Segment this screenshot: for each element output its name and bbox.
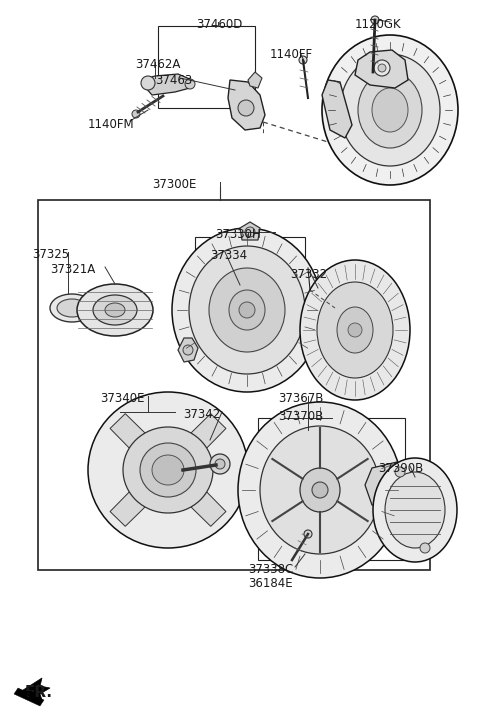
Ellipse shape: [260, 426, 380, 554]
Text: 1120GK: 1120GK: [355, 18, 402, 31]
Text: 37462A: 37462A: [135, 58, 180, 71]
Ellipse shape: [209, 268, 285, 352]
Text: 37332: 37332: [290, 268, 327, 281]
Polygon shape: [240, 222, 260, 240]
Polygon shape: [110, 492, 145, 526]
Circle shape: [374, 60, 390, 76]
Ellipse shape: [77, 284, 153, 336]
Bar: [258, 418, 405, 560]
Ellipse shape: [337, 307, 373, 353]
Circle shape: [378, 64, 386, 72]
Circle shape: [141, 76, 155, 90]
Polygon shape: [248, 72, 262, 88]
Text: 37334: 37334: [210, 249, 247, 262]
Circle shape: [215, 459, 225, 469]
Circle shape: [245, 227, 255, 237]
Text: 37321A: 37321A: [50, 263, 95, 276]
Circle shape: [383, 481, 391, 489]
Bar: [38, 200, 430, 570]
Text: 37338C: 37338C: [248, 563, 293, 576]
Text: 37460D: 37460D: [196, 18, 242, 31]
Ellipse shape: [93, 295, 137, 325]
Circle shape: [132, 110, 140, 118]
Polygon shape: [228, 80, 265, 130]
Ellipse shape: [372, 88, 408, 132]
Ellipse shape: [172, 228, 322, 392]
Ellipse shape: [123, 427, 213, 513]
Circle shape: [312, 482, 328, 498]
Circle shape: [238, 100, 254, 116]
Text: 36184E: 36184E: [248, 577, 293, 590]
Text: 37342: 37342: [183, 408, 220, 421]
Ellipse shape: [358, 72, 422, 148]
Text: 1140FM: 1140FM: [88, 118, 134, 131]
Ellipse shape: [373, 458, 457, 562]
Circle shape: [185, 79, 195, 89]
Polygon shape: [20, 678, 50, 700]
Polygon shape: [191, 414, 226, 448]
Ellipse shape: [140, 443, 196, 497]
Polygon shape: [365, 462, 407, 510]
Circle shape: [210, 454, 230, 474]
Circle shape: [239, 302, 255, 318]
Circle shape: [379, 477, 395, 493]
Bar: [195, 237, 305, 310]
Ellipse shape: [105, 303, 125, 317]
Ellipse shape: [50, 294, 94, 322]
Ellipse shape: [385, 472, 445, 548]
Polygon shape: [14, 688, 44, 706]
Text: 1140FF: 1140FF: [270, 48, 313, 61]
Polygon shape: [110, 414, 145, 448]
Polygon shape: [178, 338, 198, 362]
Text: 37370B: 37370B: [278, 410, 323, 423]
Text: 37463: 37463: [155, 74, 192, 87]
Text: FR.: FR.: [25, 685, 53, 700]
Ellipse shape: [229, 290, 265, 330]
Polygon shape: [145, 74, 192, 95]
Ellipse shape: [300, 468, 340, 512]
Circle shape: [183, 345, 193, 355]
Text: 37340E: 37340E: [100, 392, 144, 405]
Circle shape: [420, 543, 430, 553]
Ellipse shape: [57, 299, 87, 317]
Ellipse shape: [300, 260, 410, 400]
Circle shape: [299, 56, 307, 64]
Ellipse shape: [340, 54, 440, 166]
Text: 37325: 37325: [32, 248, 69, 261]
Circle shape: [348, 323, 362, 337]
Ellipse shape: [317, 282, 393, 378]
Ellipse shape: [88, 392, 248, 548]
Polygon shape: [191, 492, 226, 526]
Text: 37330H: 37330H: [215, 228, 261, 241]
Ellipse shape: [152, 455, 184, 485]
Polygon shape: [322, 80, 352, 138]
Circle shape: [304, 530, 312, 538]
Circle shape: [371, 16, 379, 24]
Text: 37300E: 37300E: [152, 178, 196, 191]
Text: 37367B: 37367B: [278, 392, 324, 405]
Bar: [158, 26, 255, 108]
Ellipse shape: [189, 246, 305, 374]
Text: 37390B: 37390B: [378, 462, 423, 475]
Ellipse shape: [238, 402, 402, 578]
Circle shape: [395, 467, 405, 477]
Polygon shape: [355, 50, 408, 88]
Ellipse shape: [322, 35, 458, 185]
